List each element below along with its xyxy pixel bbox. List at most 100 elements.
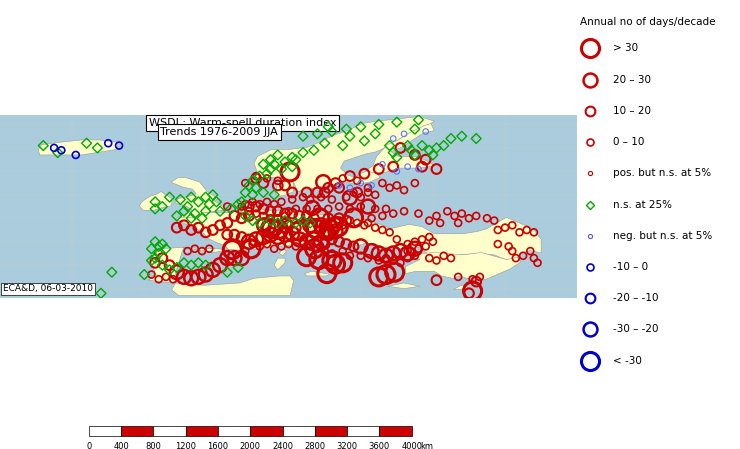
Text: 400: 400 bbox=[113, 442, 129, 449]
Point bbox=[423, 217, 435, 224]
Point bbox=[290, 243, 302, 250]
Point bbox=[304, 243, 316, 250]
Point bbox=[236, 215, 248, 222]
Point bbox=[315, 238, 327, 245]
Point bbox=[272, 215, 283, 222]
Point bbox=[423, 147, 435, 154]
Point bbox=[286, 230, 298, 238]
Text: 3600: 3600 bbox=[369, 442, 390, 449]
Point bbox=[226, 246, 238, 253]
Point bbox=[258, 189, 269, 196]
Point bbox=[246, 177, 258, 185]
Point bbox=[70, 151, 81, 158]
Point bbox=[488, 217, 500, 224]
Point bbox=[420, 128, 431, 135]
Point bbox=[300, 238, 312, 245]
Point bbox=[467, 287, 479, 295]
Point bbox=[471, 278, 482, 285]
Text: ECA&D, 06-03-2010: ECA&D, 06-03-2010 bbox=[3, 284, 93, 293]
Point bbox=[149, 255, 161, 262]
Point bbox=[52, 149, 64, 156]
Point bbox=[306, 204, 318, 211]
Point bbox=[240, 189, 252, 196]
Text: 3200: 3200 bbox=[337, 442, 357, 449]
Point bbox=[369, 224, 381, 231]
Point bbox=[214, 262, 226, 269]
Point bbox=[387, 210, 399, 217]
Point bbox=[355, 123, 367, 130]
Point bbox=[344, 217, 356, 224]
Point bbox=[185, 215, 197, 222]
Point bbox=[95, 290, 107, 297]
Text: 1600: 1600 bbox=[207, 442, 229, 449]
Point bbox=[297, 132, 309, 140]
Point bbox=[420, 243, 431, 250]
Point bbox=[240, 212, 252, 220]
Point bbox=[387, 135, 399, 142]
Point bbox=[315, 194, 327, 201]
Point bbox=[153, 276, 165, 283]
Point bbox=[286, 196, 298, 203]
Point bbox=[200, 271, 212, 278]
Point bbox=[185, 194, 197, 201]
Point bbox=[265, 231, 277, 238]
Point bbox=[258, 161, 269, 168]
Point bbox=[358, 222, 370, 229]
Point bbox=[229, 231, 240, 238]
Point bbox=[402, 241, 414, 248]
Point bbox=[236, 198, 248, 206]
Point bbox=[204, 245, 215, 252]
Point bbox=[355, 252, 367, 260]
Point bbox=[344, 172, 356, 180]
Point bbox=[344, 184, 356, 191]
Point bbox=[387, 250, 399, 257]
Point bbox=[452, 273, 464, 281]
Point bbox=[340, 126, 352, 133]
Point bbox=[146, 271, 158, 278]
Point bbox=[214, 222, 226, 229]
Text: < -30: < -30 bbox=[613, 356, 642, 365]
Point bbox=[391, 154, 403, 161]
Point bbox=[294, 212, 306, 220]
Point bbox=[333, 184, 345, 191]
Point bbox=[366, 182, 377, 189]
Point bbox=[514, 229, 525, 236]
Point bbox=[337, 222, 349, 229]
Point bbox=[164, 262, 175, 269]
Point bbox=[323, 123, 334, 130]
Point bbox=[510, 255, 522, 262]
Bar bbox=[186, 426, 218, 436]
Point bbox=[243, 238, 255, 245]
Point bbox=[286, 210, 298, 217]
Point bbox=[261, 170, 273, 177]
Point bbox=[236, 255, 248, 262]
Point bbox=[340, 241, 352, 248]
Point bbox=[192, 273, 204, 281]
Point bbox=[413, 245, 425, 252]
Point bbox=[321, 270, 333, 277]
Point bbox=[294, 236, 306, 243]
Point bbox=[344, 194, 356, 201]
Point bbox=[362, 220, 374, 227]
Point bbox=[171, 224, 183, 231]
Point bbox=[366, 215, 377, 222]
Point bbox=[413, 165, 425, 172]
Point bbox=[236, 203, 248, 210]
Point bbox=[329, 228, 341, 235]
Point bbox=[254, 243, 266, 250]
Point bbox=[434, 220, 446, 227]
Point bbox=[297, 149, 309, 156]
Point bbox=[81, 140, 92, 147]
Point bbox=[431, 144, 443, 151]
Point bbox=[48, 144, 60, 151]
Point bbox=[384, 142, 396, 149]
Point bbox=[329, 220, 341, 228]
Point bbox=[269, 245, 280, 252]
Point bbox=[207, 191, 219, 198]
Point bbox=[192, 198, 204, 206]
Point bbox=[310, 225, 322, 232]
Point bbox=[182, 203, 194, 210]
Point bbox=[286, 189, 298, 196]
Point bbox=[431, 257, 443, 264]
Point bbox=[394, 259, 406, 266]
